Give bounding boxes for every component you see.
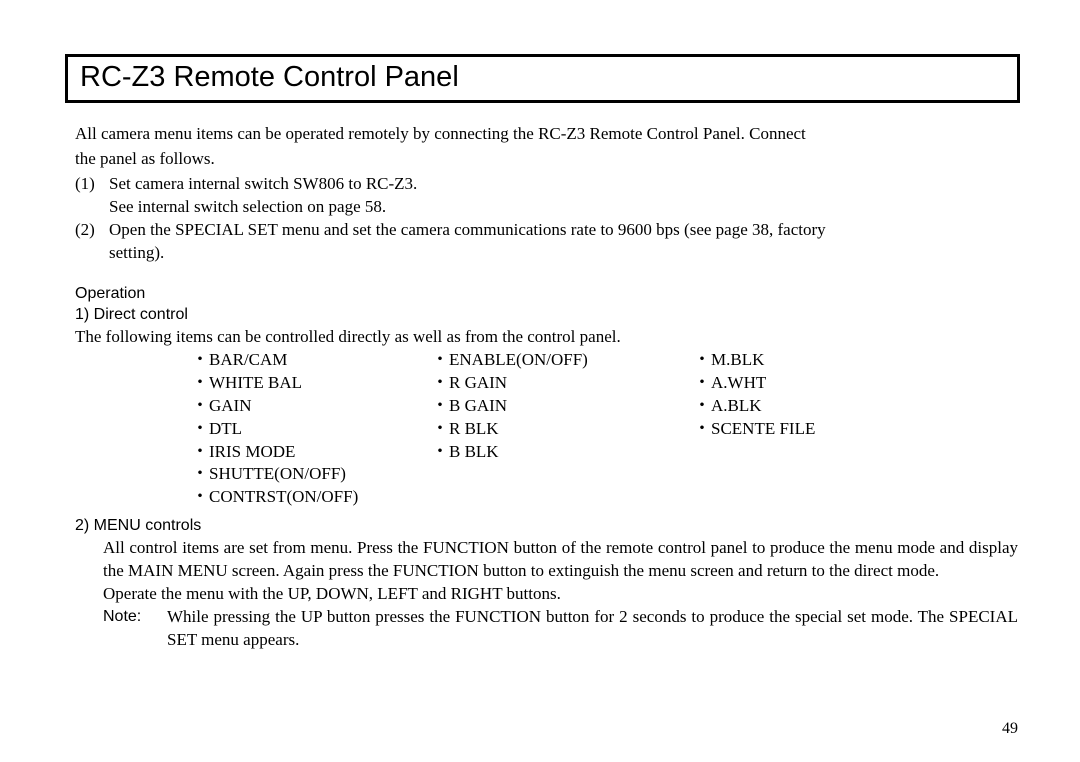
- item-enable: ENABLE(ON/OFF): [449, 349, 588, 372]
- step-1-text-b: See internal switch selection on page 58…: [109, 196, 1018, 219]
- title-box: RC-Z3 Remote Control Panel: [65, 54, 1020, 103]
- bullet-icon: ・: [431, 418, 449, 441]
- note-text: While pressing the UP button presses the…: [167, 606, 1018, 652]
- direct-control-heading: 1) Direct control: [75, 304, 1018, 326]
- item-b-gain: B GAIN: [449, 395, 507, 418]
- bullet-icon: ・: [431, 395, 449, 418]
- item-scente-file: SCENTE FILE: [711, 418, 815, 441]
- item-contrst: CONTRST(ON/OFF): [209, 486, 358, 509]
- item-r-blk: R BLK: [449, 418, 499, 441]
- bullet-icon: ・: [693, 395, 711, 418]
- intro-line-1: All camera menu items can be operated re…: [75, 123, 1018, 146]
- control-items-list: ・BAR/CAM ・ENABLE(ON/OFF) ・M.BLK ・WHITE B…: [191, 349, 1018, 510]
- bullet-icon: ・: [191, 486, 209, 509]
- step-1-number: (1): [75, 173, 109, 219]
- item-dtl: DTL: [209, 418, 242, 441]
- menu-controls-heading: 2) MENU controls: [75, 515, 1018, 537]
- page-number: 49: [1002, 720, 1018, 738]
- bullet-icon: ・: [191, 463, 209, 486]
- step-1-text-a: Set camera internal switch SW806 to RC-Z…: [109, 173, 1018, 196]
- item-shutte: SHUTTE(ON/OFF): [209, 463, 346, 486]
- step-2-number: (2): [75, 219, 109, 265]
- item-r-gain: R GAIN: [449, 372, 507, 395]
- item-awht: A.WHT: [711, 372, 766, 395]
- item-iris-mode: IRIS MODE: [209, 441, 295, 464]
- step-2-text-a: Open the SPECIAL SET menu and set the ca…: [109, 219, 1018, 242]
- note-row: Note: While pressing the UP button press…: [103, 606, 1018, 652]
- operation-heading: Operation: [75, 283, 1018, 305]
- page-title: RC-Z3 Remote Control Panel: [80, 61, 1005, 94]
- item-ablk: A.BLK: [711, 395, 762, 418]
- bullet-icon: ・: [431, 349, 449, 372]
- bullet-icon: ・: [693, 372, 711, 395]
- step-1: (1) Set camera internal switch SW806 to …: [75, 173, 1018, 219]
- note-label: Note:: [103, 606, 167, 652]
- item-gain: GAIN: [209, 395, 252, 418]
- item-mblk: M.BLK: [711, 349, 764, 372]
- bullet-icon: ・: [431, 372, 449, 395]
- intro-line-2: the panel as follows.: [75, 148, 1018, 171]
- bullet-icon: ・: [191, 418, 209, 441]
- direct-control-intro: The following items can be controlled di…: [75, 326, 1018, 349]
- item-bar-cam: BAR/CAM: [209, 349, 287, 372]
- step-2: (2) Open the SPECIAL SET menu and set th…: [75, 219, 1018, 265]
- menu-controls-para-2: Operate the menu with the UP, DOWN, LEFT…: [103, 583, 1018, 606]
- menu-controls-para-1: All control items are set from menu. Pre…: [103, 537, 1018, 583]
- bullet-icon: ・: [191, 349, 209, 372]
- item-b-blk: B BLK: [449, 441, 499, 464]
- bullet-icon: ・: [431, 441, 449, 464]
- step-2-text-b: setting).: [109, 242, 1018, 265]
- bullet-icon: ・: [693, 349, 711, 372]
- bullet-icon: ・: [693, 418, 711, 441]
- bullet-icon: ・: [191, 372, 209, 395]
- item-white-bal: WHITE BAL: [209, 372, 302, 395]
- bullet-icon: ・: [191, 441, 209, 464]
- bullet-icon: ・: [191, 395, 209, 418]
